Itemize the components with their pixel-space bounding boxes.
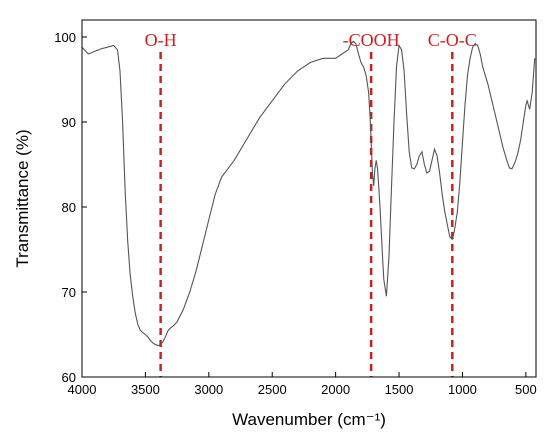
x-axis: 4000 3500 3000 2500 2000 1500 1000 500	[68, 372, 537, 397]
x-tick-label: 1000	[448, 382, 477, 397]
y-axis: 60 70 80 90 100	[54, 30, 87, 385]
plot-frame	[81, 19, 537, 378]
annotation-label: O-H	[145, 30, 177, 50]
annotation-layer: O-H -COOH C-O-C	[145, 30, 477, 377]
y-axis-label: Transmittance (%)	[13, 129, 32, 267]
x-tick-label: 500	[515, 382, 537, 397]
y-tick-label: 70	[62, 285, 76, 300]
y-tick-label: 80	[62, 200, 76, 215]
spectrum-line	[81, 40, 536, 347]
x-tick-label: 2000	[321, 382, 350, 397]
x-tick-label: 3500	[131, 382, 160, 397]
x-tick-label: 3000	[194, 382, 223, 397]
x-tick-label: 4000	[68, 382, 97, 397]
x-axis-label: Wavenumber (cm⁻¹)	[232, 410, 386, 429]
y-tick-label: 60	[62, 370, 76, 385]
x-tick-label: 1500	[385, 382, 414, 397]
y-tick-label: 90	[62, 115, 76, 130]
annotation-label: -COOH	[343, 30, 400, 50]
x-tick-label: 2500	[258, 382, 287, 397]
annotation-label: C-O-C	[428, 30, 477, 50]
y-tick-label: 100	[54, 30, 76, 45]
